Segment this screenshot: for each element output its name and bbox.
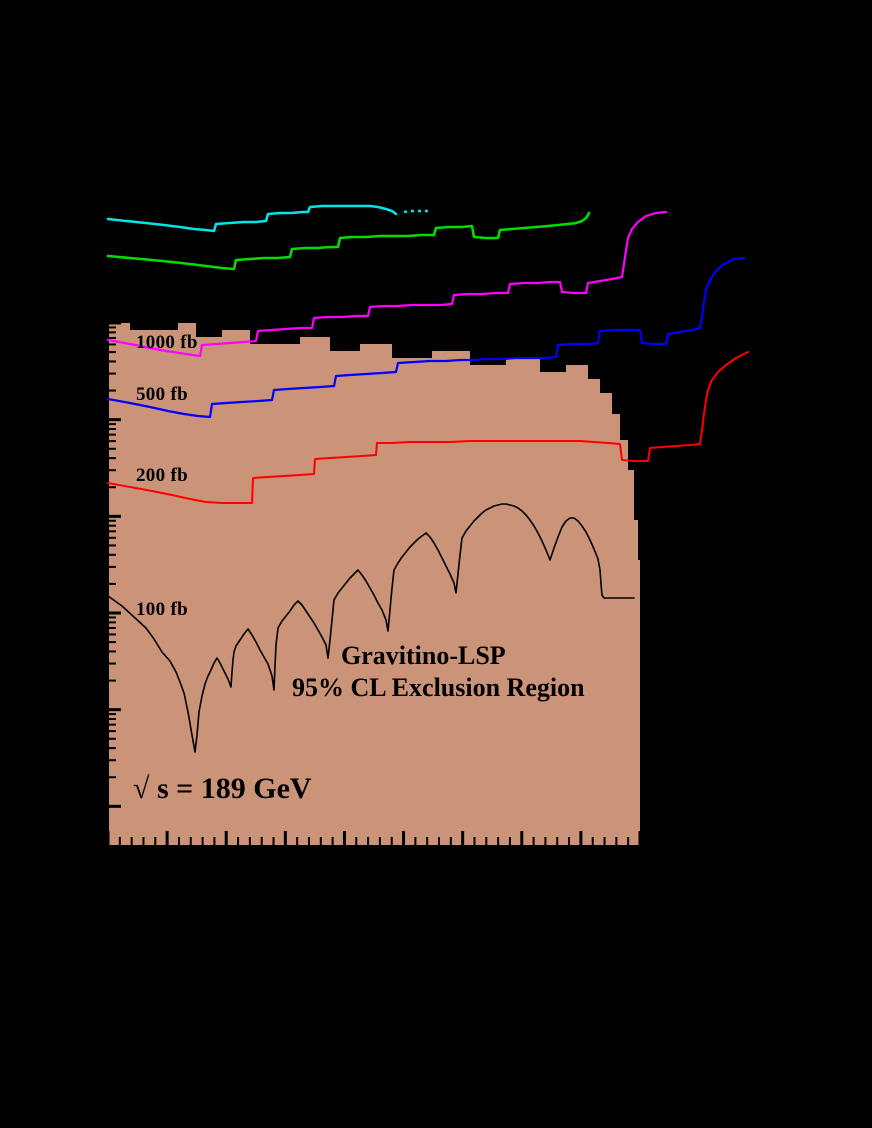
x-axis-ticks: [106, 831, 642, 845]
exclusion-region-fill: [108, 323, 640, 845]
contour-label-500fb: 500 fb: [136, 384, 188, 405]
contour-curves: [106, 204, 749, 753]
contour-label-100fb: 100 fb: [136, 599, 188, 620]
curve-cyan-contour: [106, 204, 398, 233]
curve-200-fb: [107, 351, 749, 504]
contour-label-200fb: 200 fb: [136, 465, 188, 486]
curve-500-fb: [106, 256, 746, 419]
curve-1000-fb: [106, 210, 668, 358]
region-subtitle: 95% CL Exclusion Region: [292, 673, 585, 702]
curve-cyan-contour-tail: [403, 209, 430, 214]
y-axis-ticks: [108, 321, 121, 808]
curve-100-fb: [107, 503, 635, 753]
region-title: Gravitino-LSP: [341, 641, 506, 670]
contour-label-1000fb: 1000 fb: [136, 332, 198, 353]
beam-energy-label: √ s = 189 GeV: [133, 772, 312, 805]
curve-green-contour: [106, 211, 591, 271]
